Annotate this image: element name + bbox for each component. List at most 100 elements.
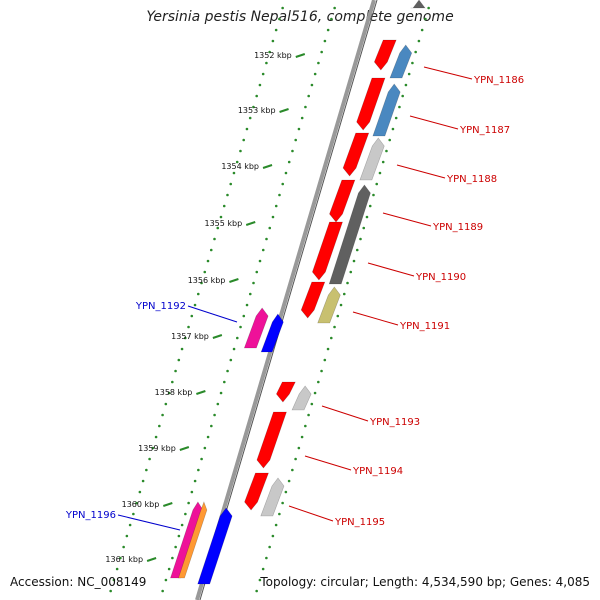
tick-mark [295,53,306,58]
connector-line [396,164,446,179]
inner-dot-track [200,457,203,461]
connector-line [288,505,334,522]
gene-cds-light-gray [291,385,312,411]
outer-dot-track [420,28,424,32]
inner-dot-track-2 [258,83,262,87]
outer-dot-track [349,270,353,274]
outer-dot-track [404,83,408,87]
inner-dot-track-2 [151,446,155,450]
inner-dot-track-2 [154,435,158,439]
connector-line [352,311,399,326]
inner-dot-track [193,479,197,483]
inner-dot-track [284,171,288,175]
inner-dot-track-2 [119,556,122,560]
inner-dot-track [313,72,317,76]
connector-line [409,115,459,130]
inner-dot-track [167,567,171,571]
gene-label-forward: YPN_1189 [432,222,483,233]
inner-dot-track-2 [245,127,249,131]
inner-dot-track-2 [209,248,213,252]
gene-label-forward: YPN_1194 [352,466,403,477]
outer-dot-track [411,61,414,65]
inner-dot-track-2 [229,182,233,186]
outer-dot-track [385,149,388,153]
outer-dot-track [365,215,369,219]
inner-dot-track-2 [252,105,255,109]
inner-dot-track [294,138,298,142]
inner-dot-track [291,149,294,153]
inner-dot-track-2 [183,336,187,340]
gene-cds-red [244,472,269,511]
inner-dot-track [317,61,320,65]
inner-dot-track [210,424,213,428]
outer-dot-track [362,226,366,230]
outer-dot-track [284,490,288,494]
inner-dot-track-2 [187,325,190,329]
inner-dot-track [320,50,323,54]
gene-label-forward: YPN_1187 [459,125,510,136]
inner-dot-track [229,358,233,362]
tick-label: 1354 kbp [221,162,259,171]
outer-dot-track [381,160,385,164]
outer-dot-track [317,380,320,384]
inner-dot-track [226,369,229,373]
inner-dot-track-2 [112,578,116,582]
inner-dot-track [245,303,249,307]
tick-mark [146,557,157,562]
inner-dot-track [252,281,255,285]
gene-label-forward: YPN_1188 [446,174,497,185]
gene-cds-reverse [197,507,233,585]
inner-dot-track-2 [274,28,278,32]
inner-dot-track [255,270,259,274]
inner-dot-track [258,259,262,263]
tick-mark [196,390,206,395]
gene-cds-orange [178,501,208,579]
outer-dot-track [268,545,271,549]
outer-dot-track [265,556,268,560]
tick-mark [179,446,190,451]
outer-dot-track [287,479,291,483]
gene-cds-light-gray [359,137,385,181]
inner-dot-track-2 [190,314,194,318]
outer-dot-track [407,72,411,76]
outer-dot-track [359,237,362,241]
inner-dot-track [216,402,220,406]
outer-dot-track [310,402,314,406]
inner-dot-track [180,523,184,527]
inner-dot-track [307,94,310,98]
outer-dot-track [323,358,327,362]
inner-dot-track-2 [132,512,135,516]
tick-label: 1357 kbp [171,332,209,341]
inner-dot-track [219,391,223,395]
outer-dot-track [394,116,398,120]
inner-dot-track [184,512,187,516]
outer-dot-track [294,457,297,461]
outer-dot-track [255,589,258,593]
tick-mark [229,278,239,283]
outer-dot-track [274,523,278,527]
inner-dot-track [164,578,168,582]
tick-mark [262,164,273,169]
inner-dot-track-2 [193,303,197,307]
connector-line [304,455,352,471]
genome-backbone-shadow [199,0,378,600]
outer-dot-track [401,94,404,98]
outer-dot-track [297,446,301,450]
inner-dot-track-2 [115,567,119,571]
inner-dot-track-2 [271,39,275,43]
inner-dot-track [235,336,239,340]
gene-cds-blue [372,83,401,137]
inner-dot-track [161,589,164,593]
inner-dot-track-2 [138,490,142,494]
outer-dot-track [424,17,427,21]
outer-dot-track [326,347,330,351]
outer-dot-track [417,39,421,43]
kbp-ticks: 1352 kbp 1353 kbp 1354 kbp 1355 kbp 1356 kbp… [105,51,306,564]
outer-dot-track [307,413,310,417]
inner-dot-track-2 [161,413,164,417]
inner-dot-track-2 [141,479,145,483]
connector-line [382,212,432,227]
inner-dot-track-2 [281,6,284,10]
tick-label: 1355 kbp [205,219,243,228]
